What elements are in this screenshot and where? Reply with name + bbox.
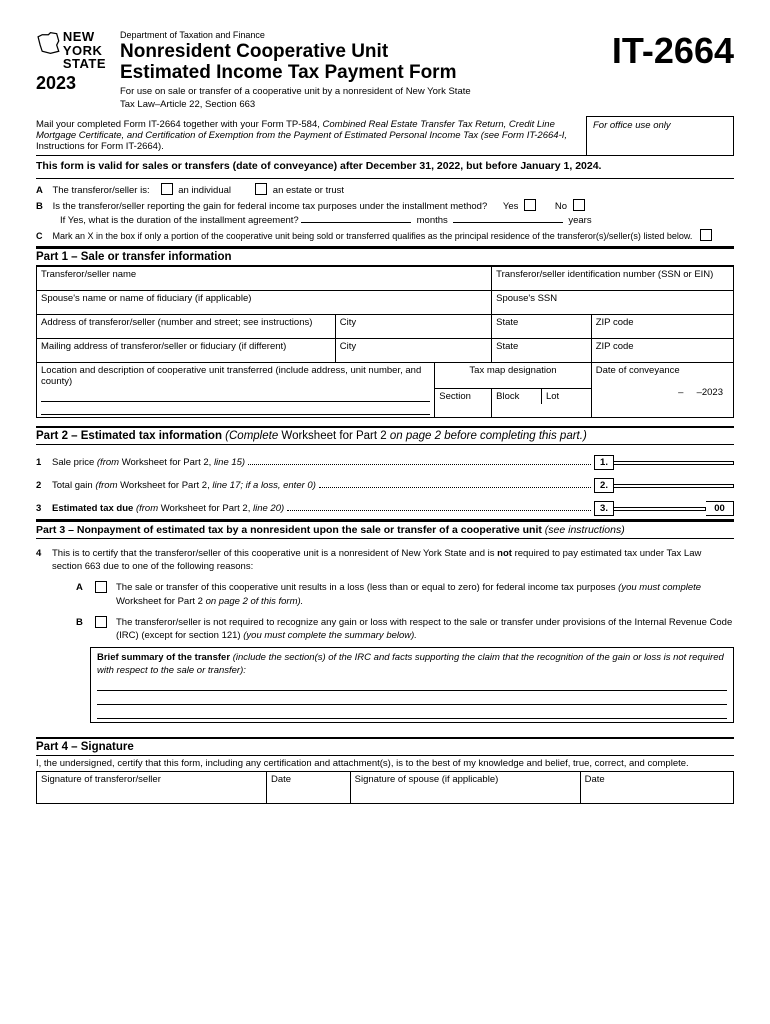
- field-city-2[interactable]: City: [335, 338, 491, 362]
- field-city-1[interactable]: City: [335, 314, 491, 338]
- department-line: Department of Taxation and Finance: [120, 30, 598, 40]
- form-number: IT-2664: [612, 30, 734, 72]
- input-est-tax-due[interactable]: [614, 507, 706, 511]
- checkbox-individual[interactable]: [161, 183, 173, 195]
- form-year: 2023: [36, 73, 106, 94]
- part3-body: 4 This is to certify that the transferor…: [36, 539, 734, 727]
- checkbox-yes[interactable]: [524, 199, 536, 211]
- part3-b-label: B: [76, 616, 92, 643]
- field-mailing-address[interactable]: Mailing address of transferor/seller or …: [37, 338, 336, 362]
- brief-summary-box[interactable]: Brief summary of the transfer (include t…: [90, 647, 734, 724]
- field-date-2[interactable]: Date: [580, 772, 733, 804]
- field-zip-1[interactable]: ZIP code: [591, 314, 733, 338]
- field-spouse-ssn[interactable]: Spouse's SSN: [492, 290, 734, 314]
- qa-pre: The transferor/seller is:: [52, 185, 149, 196]
- part3-num-4: 4: [36, 547, 52, 574]
- state-outline-icon: [36, 30, 61, 56]
- form-subtitle-2: Tax Law–Article 22, Section 663: [120, 99, 598, 110]
- form-header: NEW YORK STATE 2023 Department of Taxati…: [36, 30, 734, 110]
- qb-no: No: [555, 201, 567, 212]
- part4-heading: Part 4 – Signature: [36, 737, 734, 756]
- box-num-1: 1.: [594, 455, 614, 470]
- field-signature-transferor[interactable]: Signature of transferor/seller: [37, 772, 267, 804]
- part3-a-label: A: [76, 581, 92, 608]
- form-title-1: Nonresident Cooperative Unit: [120, 42, 598, 63]
- line-2: 2 Total gain (from Worksheet for Part 2,…: [36, 474, 734, 497]
- checkbox-estate-trust[interactable]: [255, 183, 267, 195]
- years-input[interactable]: [453, 222, 563, 223]
- logo-text-1: NEW: [63, 30, 106, 44]
- qb-text: Is the transferor/seller reporting the g…: [53, 201, 488, 212]
- form-subtitle-1: For use on sale or transfer of a coopera…: [120, 86, 598, 97]
- field-date-1[interactable]: Date: [267, 772, 351, 804]
- field-lot[interactable]: Lot: [542, 389, 591, 404]
- block-lot-cell: Block Lot: [492, 388, 592, 417]
- months-label: months: [417, 215, 448, 226]
- question-a: A The transferor/seller is: an individua…: [36, 183, 734, 199]
- input-sale-price[interactable]: [614, 461, 734, 465]
- line-1: 1 Sale price (from Worksheet for Part 2,…: [36, 451, 734, 474]
- box-num-2: 2.: [594, 478, 614, 493]
- mail-c: Instructions for Form IT-2664).: [36, 141, 164, 152]
- field-block[interactable]: Block: [492, 389, 542, 404]
- qa-opt2: an estate or trust: [273, 185, 344, 196]
- checkbox-reason-b[interactable]: [95, 616, 107, 628]
- question-block: A The transferor/seller is: an individua…: [36, 179, 734, 247]
- field-transferor-name[interactable]: Transferor/seller name: [37, 266, 492, 290]
- field-address[interactable]: Address of transferor/seller (number and…: [37, 314, 336, 338]
- logo-text-2: YORK: [63, 44, 106, 58]
- qa-opt1: an individual: [178, 185, 231, 196]
- field-zip-2[interactable]: ZIP code: [591, 338, 733, 362]
- qc-text: Mark an X in the box if only a portion o…: [53, 231, 693, 241]
- field-section[interactable]: Section: [435, 388, 492, 417]
- signature-table: Signature of transferor/seller Date Sign…: [36, 771, 734, 804]
- office-use-box: For office use only: [586, 116, 734, 155]
- box-num-3: 3.: [594, 501, 614, 516]
- question-b: B Is the transferor/seller reporting the…: [36, 199, 734, 215]
- field-date-conveyance[interactable]: Date of conveyance – –2023: [591, 362, 733, 417]
- question-c: C Mark an X in the box if only a portion…: [36, 229, 734, 244]
- input-total-gain[interactable]: [614, 484, 734, 488]
- mailing-instructions-row: Mail your completed Form IT-2664 togethe…: [36, 116, 734, 156]
- mailing-instructions: Mail your completed Form IT-2664 togethe…: [36, 116, 586, 155]
- checkbox-reason-a[interactable]: [95, 581, 107, 593]
- form-title-2: Estimated Income Tax Payment Form: [120, 63, 598, 84]
- field-location-desc[interactable]: Location and description of cooperative …: [37, 362, 435, 417]
- part2-heading: Part 2 – Estimated tax information (Comp…: [36, 426, 734, 445]
- qb-yes: Yes: [503, 201, 519, 212]
- checkbox-no[interactable]: [573, 199, 585, 211]
- field-signature-spouse[interactable]: Signature of spouse (if applicable): [350, 772, 580, 804]
- part3-heading: Part 3 – Nonpayment of estimated tax by …: [36, 520, 734, 539]
- qb-if: If Yes, what is the duration of the inst…: [60, 215, 299, 226]
- mail-a: Mail your completed Form IT-2664 togethe…: [36, 119, 323, 130]
- line-3: 3 Estimated tax due (from Worksheet for …: [36, 497, 734, 520]
- checkbox-portion[interactable]: [700, 229, 712, 241]
- part1-heading: Part 1 – Sale or transfer information: [36, 247, 734, 266]
- tax-map-header: Tax map designation: [435, 362, 591, 388]
- nys-logo-block: NEW YORK STATE 2023: [36, 30, 106, 94]
- field-spouse-name[interactable]: Spouse's name or name of fiduciary (if a…: [37, 290, 492, 314]
- validity-statement: This form is valid for sales or transfer…: [36, 156, 734, 179]
- field-state-2[interactable]: State: [492, 338, 592, 362]
- logo-text-3: STATE: [63, 57, 106, 71]
- certification-text: I, the undersigned, certify that this fo…: [36, 756, 734, 771]
- field-ssn-ein[interactable]: Transferor/seller identification number …: [492, 266, 734, 290]
- field-state-1[interactable]: State: [492, 314, 592, 338]
- part1-table: Transferor/seller name Transferor/seller…: [36, 266, 734, 418]
- cents-box: 00: [706, 501, 734, 516]
- months-input[interactable]: [301, 222, 411, 223]
- question-b-if: If Yes, what is the duration of the inst…: [36, 214, 734, 229]
- years-label: years: [568, 215, 591, 226]
